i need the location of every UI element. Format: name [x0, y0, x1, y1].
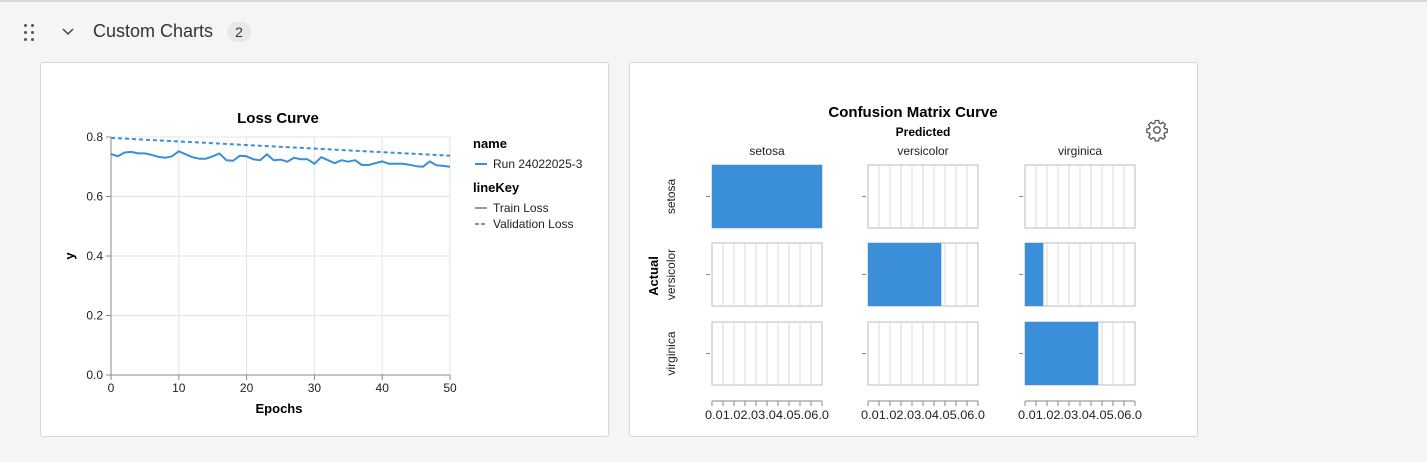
y-tick-label: 0.2 [86, 309, 103, 323]
validation-loss-line [110, 136, 451, 157]
section-title: Custom Charts [93, 21, 214, 41]
chart-title: Confusion Matrix Curve [828, 104, 997, 121]
x-tick-labels: 0.01.02.03.04.05.06.0 [1018, 408, 1142, 422]
x-tick-labels: 0.01.02.03.04.05.06.0 [861, 408, 985, 422]
row-axis-title: Actual [646, 256, 661, 296]
legend-linekey-title: lineKey [473, 180, 520, 195]
axes: 0 10 20 30 40 50 0.0 0.2 0.4 0.6 0.8 [86, 130, 457, 395]
x-axis-label: Epochs [256, 401, 303, 416]
x-tick-label: 30 [308, 381, 322, 395]
legend-train-label: Train Loss [493, 201, 549, 215]
matrix-cell-bar [712, 165, 822, 228]
x-tick-label: 20 [240, 381, 254, 395]
train-loss-line [110, 150, 451, 168]
x-tick-label: 10 [172, 381, 186, 395]
matrix-cells: setosa 0.01.02.03.04.05.06.0 versicolor 0.0… [664, 144, 1142, 422]
x-tick-label: 0 [108, 381, 115, 395]
grid [110, 136, 451, 376]
drag-handle-icon[interactable] [22, 22, 38, 42]
loss-curve-chart: Loss Curve 0 10 20 30 40 50 0.0 0.2 0.4 0.6 0.8 Ep… [62, 110, 583, 416]
y-tick-label: 0.4 [86, 249, 103, 263]
y-axis-label: y [62, 252, 77, 260]
top-border [0, 0, 1427, 2]
y-tick-label: 0.0 [86, 368, 103, 382]
matrix-cell-bar [868, 243, 942, 306]
matrix-cell-bar [1025, 243, 1044, 306]
chart-title: Loss Curve [237, 110, 319, 127]
gear-icon[interactable] [1145, 118, 1169, 142]
section-header: Custom Charts 2 [0, 18, 600, 46]
confusion-matrix-chart: Confusion Matrix Curve Predicted Actual … [646, 104, 1142, 422]
legend: name Run 24022025-3 lineKey Train Loss V… [473, 136, 583, 231]
row-label: virginica [664, 331, 678, 375]
loss-curve-panel[interactable]: Loss Curve 0 10 20 30 40 50 0.0 0.2 0.4 0.6 0.8 Ep… [40, 62, 609, 437]
matrix-cell-bar [1025, 322, 1099, 385]
column-axis-title: Predicted [896, 125, 951, 139]
legend-validation-label: Validation Loss [493, 217, 574, 231]
column-label: setosa [749, 144, 785, 158]
y-tick-label: 0.8 [86, 130, 103, 144]
chart-count-badge: 2 [227, 22, 251, 42]
x-tick-label: 40 [376, 381, 390, 395]
y-tick-label: 0.6 [86, 190, 103, 204]
column-label: virginica [1058, 144, 1102, 158]
legend-run-label: Run 24022025-3 [493, 157, 583, 171]
x-tick-labels: 0.01.02.03.04.05.06.0 [705, 408, 829, 422]
legend-name-title: name [473, 136, 507, 151]
series-lines [110, 136, 451, 168]
row-label: setosa [664, 178, 678, 214]
row-label: versicolor [664, 249, 678, 300]
confusion-matrix-panel[interactable]: Confusion Matrix Curve Predicted Actual … [629, 62, 1198, 437]
column-label: versicolor [897, 144, 948, 158]
chevron-down-icon[interactable] [60, 24, 76, 40]
x-tick-label: 50 [443, 381, 457, 395]
